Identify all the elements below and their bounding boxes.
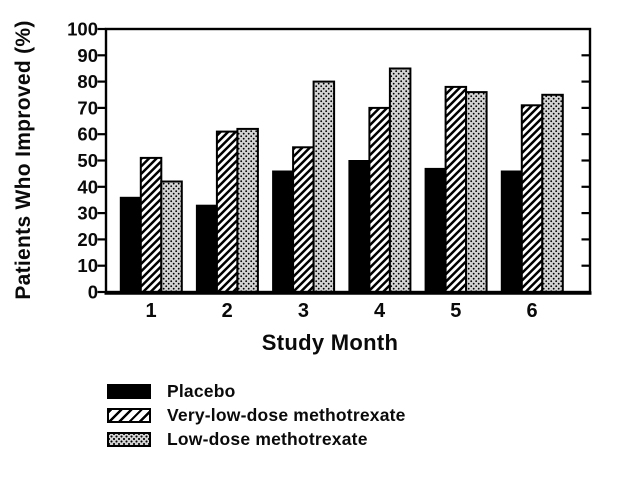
bar-diagonal-hatch-month-6	[520, 104, 544, 293]
y-tick-label: 0	[88, 282, 98, 303]
legend-label-low-dose: Low-dose methotrexate	[167, 429, 368, 449]
y-tick-label: 30	[77, 203, 98, 224]
y-tick-label: 70	[77, 97, 98, 118]
x-tick-label: 1	[145, 300, 156, 322]
legend: Placebo Very-low-dose methotrexate Low-d…	[107, 381, 406, 449]
legend-item-very-low-dose: Very-low-dose methotrexate	[107, 405, 406, 425]
bar-solid-black-month-5	[424, 167, 447, 293]
legend-item-low-dose: Low-dose methotrexate	[107, 429, 406, 449]
bar-stipple-month-1	[160, 180, 183, 293]
bar-solid-black-month-3	[272, 170, 294, 293]
legend-label-very-low-dose: Very-low-dose methotrexate	[167, 405, 406, 425]
y-tick-label: 10	[77, 255, 98, 276]
y-tick-label: 60	[77, 124, 98, 145]
x-tick-label: 4	[374, 300, 386, 322]
y-tick-label: 50	[77, 150, 98, 171]
bar-diagonal-hatch-month-2	[215, 130, 239, 293]
legend-label-placebo: Placebo	[167, 381, 236, 401]
x-axis-title: Study Month	[262, 330, 399, 355]
bar-diagonal-hatch-month-5	[444, 85, 468, 294]
bar-stipple-month-5	[465, 91, 488, 293]
bar-stipple-month-6	[541, 93, 564, 294]
x-tick-label: 5	[450, 300, 461, 322]
y-tick-label: 80	[77, 71, 98, 92]
bar-stipple-month-2	[236, 127, 259, 293]
legend-swatch-diagonal-hatch	[107, 408, 151, 423]
legend-swatch-solid-black	[107, 384, 151, 399]
bar-diagonal-hatch-month-1	[139, 156, 163, 293]
legend-swatch-stipple	[107, 432, 151, 447]
y-axis-title: Patients Who Improved (%)	[12, 20, 35, 299]
bar-solid-black-month-1	[119, 196, 142, 293]
y-tick-label: 20	[77, 229, 98, 250]
bar-stipple-month-3	[312, 80, 336, 293]
x-tick-label: 6	[526, 300, 537, 322]
bar-solid-black-month-6	[500, 170, 523, 293]
x-tick-label: 3	[298, 300, 309, 322]
y-tick-label: 90	[77, 45, 98, 66]
y-tick-label: 100	[67, 19, 98, 40]
x-tick-label: 2	[222, 300, 233, 322]
y-tick-label: 40	[77, 176, 98, 197]
bar-stipple-month-4	[388, 67, 412, 293]
bar-solid-black-month-4	[348, 160, 370, 293]
bar-diagonal-hatch-month-4	[368, 106, 391, 294]
bar-solid-black-month-2	[195, 204, 218, 293]
legend-item-placebo: Placebo	[107, 381, 406, 401]
bar-diagonal-hatch-month-3	[292, 146, 315, 293]
